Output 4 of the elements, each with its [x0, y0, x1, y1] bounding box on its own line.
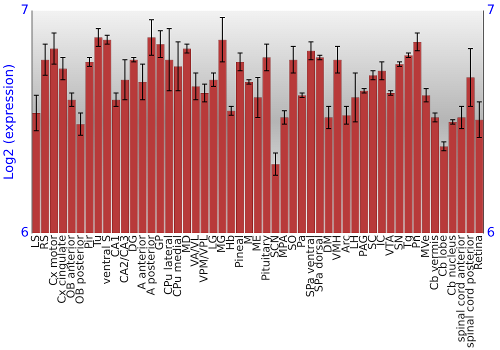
x-tick-label: Retina: [472, 235, 486, 270]
y2-tick-label: 6: [486, 225, 496, 240]
y-axis-title: Log2 (expression): [2, 64, 18, 180]
y2-tick-label: 7: [486, 3, 496, 18]
